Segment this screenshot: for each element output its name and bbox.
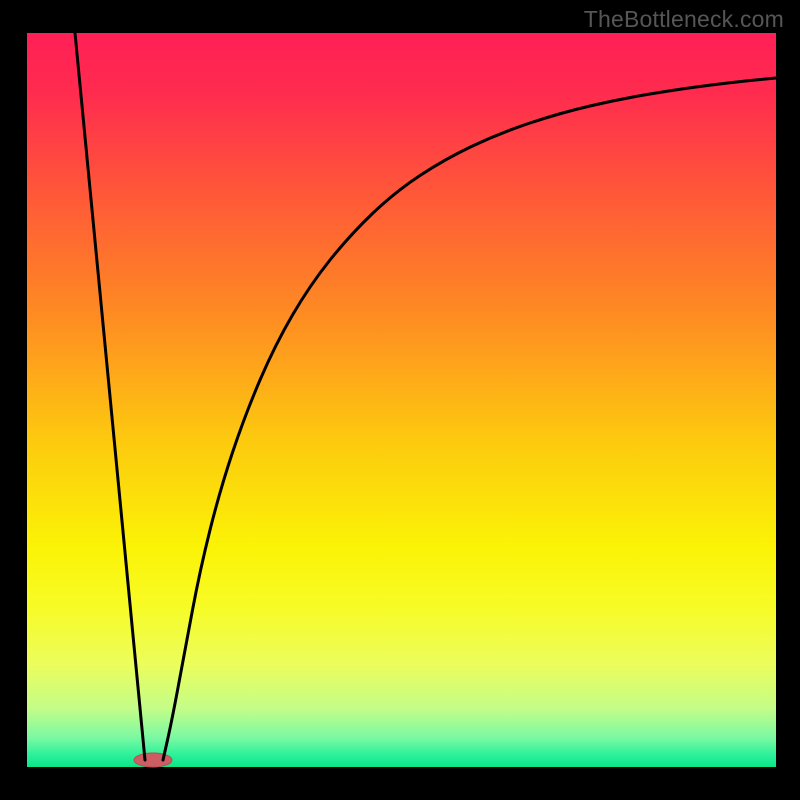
watermark-text: TheBottleneck.com	[584, 6, 784, 33]
chart-svg	[0, 0, 800, 800]
chart-container: TheBottleneck.com	[0, 0, 800, 800]
bottleneck-marker	[134, 753, 172, 767]
plot-area	[27, 33, 776, 767]
